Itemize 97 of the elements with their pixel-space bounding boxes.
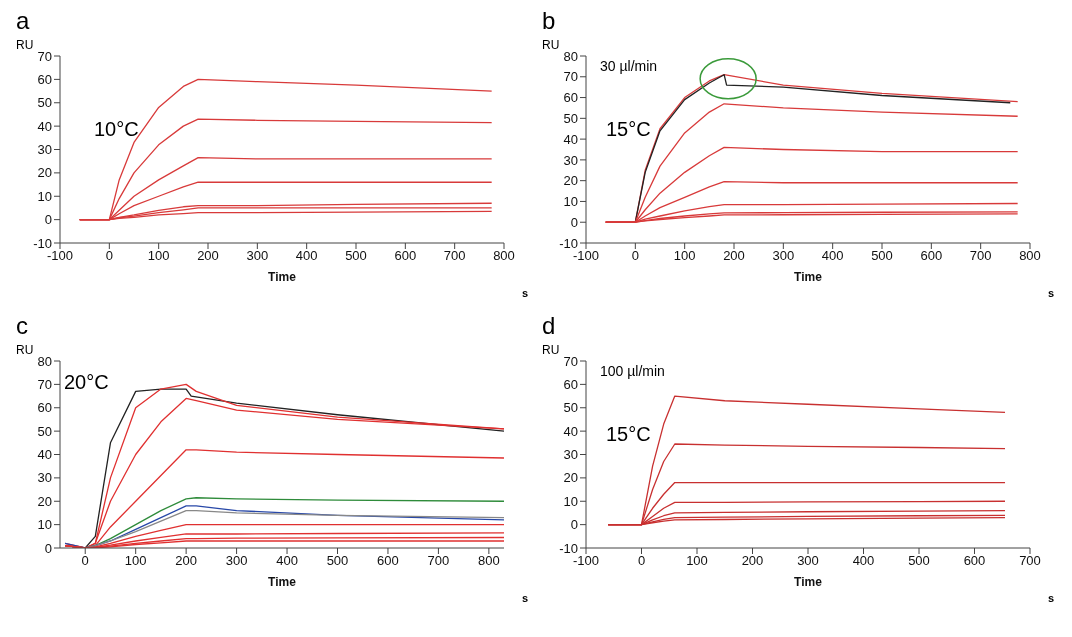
- y-tick-label: 50: [37, 423, 52, 439]
- y-tick-label: 60: [563, 376, 578, 392]
- x-tick-label: -100: [572, 553, 600, 569]
- y-tick-label: 10: [37, 517, 52, 533]
- y-tick-label: 10: [563, 194, 578, 210]
- y-tick-label: 70: [37, 376, 52, 392]
- annotation: 15°C: [606, 423, 651, 446]
- x-tick-label: 200: [197, 248, 219, 264]
- x-tick-label: 800: [1019, 248, 1041, 264]
- y-tick-label: 70: [563, 69, 578, 85]
- y-tick-label: 40: [37, 118, 52, 134]
- x-tick-label: 200: [723, 248, 745, 264]
- y-tick-label: 70: [37, 48, 52, 64]
- y-tick-label: -10: [33, 235, 52, 251]
- y-tick-label: 30: [37, 142, 52, 158]
- y-tick-label: 20: [37, 493, 52, 509]
- annotation: 100 µl/min: [600, 363, 665, 379]
- annotation: 10°C: [94, 118, 139, 141]
- annotation: 20°C: [64, 371, 109, 394]
- chart-title: d: [542, 312, 556, 339]
- x-axis-title: Time: [794, 575, 823, 589]
- x-tick-label: 500: [326, 553, 349, 569]
- x-tick-label: 800: [478, 553, 500, 569]
- text: s: [1047, 287, 1054, 299]
- x-tick-label: 200: [741, 553, 764, 569]
- text: s: [521, 287, 528, 299]
- annotation: 15°C: [606, 118, 651, 141]
- annotation: 30 µl/min: [600, 58, 658, 74]
- x-tick-label: 300: [246, 248, 269, 264]
- x-tick-label: 600: [963, 553, 986, 569]
- x-axis-title: Time: [268, 270, 297, 284]
- x-tick-label: 0: [81, 553, 89, 569]
- x-tick-label: 200: [175, 553, 197, 569]
- text: s: [1047, 592, 1054, 604]
- y-tick-label: 10: [37, 188, 52, 204]
- y-axis-title: RU: [542, 343, 560, 357]
- y-axis-title: RU: [16, 343, 34, 357]
- y-tick-label: 60: [37, 400, 52, 416]
- y-tick-label: 0: [570, 214, 578, 230]
- y-axis-title: RU: [16, 38, 34, 52]
- x-tick-label: 100: [673, 248, 696, 264]
- x-tick-label: 0: [105, 248, 113, 264]
- x-tick-label: 600: [394, 248, 417, 264]
- x-tick-label: 300: [772, 248, 795, 264]
- y-tick-label: 20: [563, 173, 578, 189]
- x-tick-label: 800: [493, 248, 515, 264]
- y-tick-label: -10: [559, 235, 578, 251]
- y-tick-label: 60: [37, 71, 52, 87]
- y-tick-label: 80: [563, 48, 578, 64]
- y-tick-label: 0: [570, 517, 578, 533]
- text: s: [521, 592, 528, 604]
- x-tick-label: 300: [797, 553, 819, 569]
- chart-title: a: [16, 7, 30, 34]
- y-tick-label: 10: [563, 493, 578, 509]
- x-tick-label: 600: [920, 248, 943, 264]
- x-tick-label: -100: [46, 248, 74, 264]
- x-tick-label: 400: [852, 553, 875, 569]
- y-tick-label: 60: [563, 90, 578, 106]
- x-axis-title: Time: [268, 575, 297, 589]
- y-tick-label: 0: [44, 540, 52, 556]
- x-tick-label: -100: [572, 248, 600, 264]
- y-tick-label: 30: [37, 470, 52, 486]
- y-tick-label: 30: [563, 152, 578, 168]
- y-axis-title: RU: [542, 38, 560, 52]
- x-tick-label: 0: [637, 553, 646, 569]
- y-tick-label: 20: [563, 470, 578, 486]
- y-tick-label: 40: [37, 447, 52, 463]
- x-tick-label: 400: [821, 248, 844, 264]
- x-tick-label: 100: [124, 553, 147, 569]
- y-tick-label: -10: [559, 540, 578, 556]
- y-tick-label: 80: [37, 353, 52, 369]
- x-tick-label: 700: [443, 248, 466, 264]
- chart-title: b: [542, 7, 556, 34]
- x-tick-label: 600: [377, 553, 399, 569]
- x-tick-label: 500: [871, 248, 893, 264]
- x-tick-label: 300: [225, 553, 248, 569]
- x-tick-label: 400: [295, 248, 318, 264]
- x-tick-label: 100: [147, 248, 170, 264]
- x-tick-label: 0: [631, 248, 639, 264]
- x-tick-label: 500: [345, 248, 367, 264]
- y-tick-label: 70: [563, 353, 578, 369]
- x-tick-label: 700: [427, 553, 450, 569]
- y-tick-label: 50: [37, 95, 52, 111]
- y-tick-label: 20: [37, 165, 52, 181]
- y-tick-label: 40: [563, 131, 578, 147]
- y-tick-label: 0: [44, 212, 52, 228]
- x-tick-label: 400: [276, 553, 298, 569]
- x-tick-label: 500: [908, 553, 930, 569]
- x-tick-label: 700: [969, 248, 992, 264]
- y-tick-label: 50: [563, 400, 578, 416]
- chart-title: c: [16, 312, 28, 339]
- x-axis-title: Time: [794, 270, 823, 284]
- x-tick-label: 700: [1019, 553, 1041, 569]
- y-tick-label: 50: [563, 110, 578, 126]
- y-tick-label: 40: [563, 423, 578, 439]
- x-tick-label: 100: [686, 553, 708, 569]
- y-tick-label: 30: [563, 447, 578, 463]
